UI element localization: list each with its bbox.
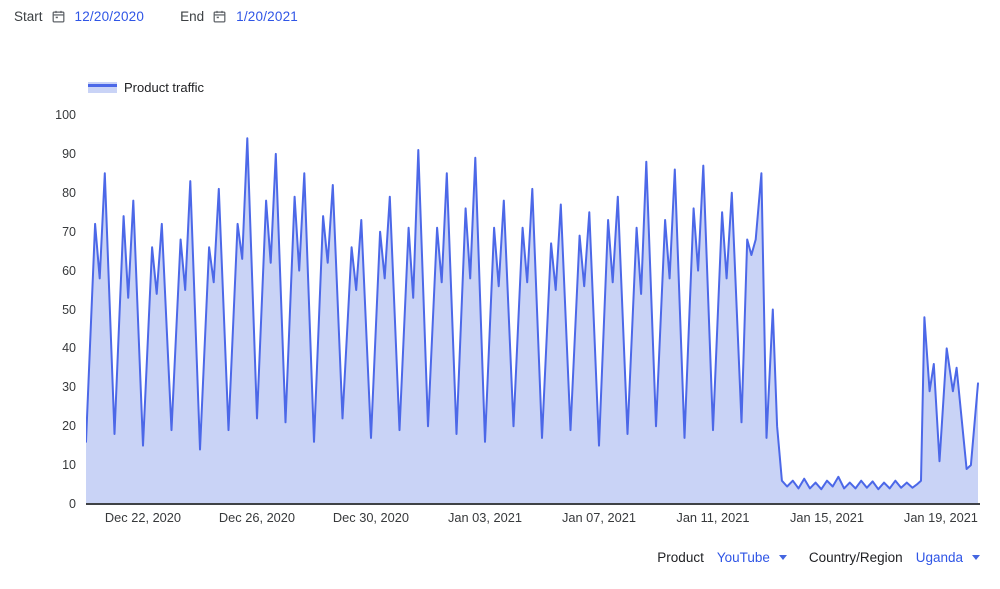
- x-tick-label: Jan 03, 2021: [447, 510, 522, 525]
- x-tick-label: Dec 30, 2020: [332, 510, 410, 525]
- x-tick-label: Jan 19, 2021: [903, 510, 978, 525]
- chevron-down-icon[interactable]: [778, 555, 787, 560]
- end-date-label: End: [180, 9, 205, 24]
- y-tick-label: 20: [62, 419, 76, 434]
- chart-filter-controls: Product YouTube Country/Region Uganda: [657, 550, 980, 565]
- calendar-icon[interactable]: [212, 9, 227, 24]
- y-tick-label: 80: [62, 185, 76, 200]
- y-tick-label: 90: [62, 146, 76, 161]
- chart-legend: Product traffic: [88, 80, 204, 95]
- legend-swatch-area: [88, 82, 117, 93]
- start-date-label: Start: [14, 9, 43, 24]
- chevron-down-icon[interactable]: [972, 555, 980, 560]
- y-tick-label: 50: [62, 302, 76, 317]
- y-tick-label: 30: [62, 380, 76, 395]
- y-tick-label: 40: [62, 341, 76, 356]
- legend-label: Product traffic: [124, 80, 204, 95]
- product-label: Product: [657, 550, 704, 565]
- y-tick-label: 60: [62, 263, 76, 278]
- x-tick-label: Dec 26, 2020: [218, 510, 296, 525]
- product-dropdown-value[interactable]: YouTube: [716, 550, 770, 565]
- end-date-button[interactable]: 1/20/2021: [236, 9, 298, 24]
- traffic-line: [86, 137, 979, 491]
- x-axis-line: [86, 503, 980, 505]
- country-region-label: Country/Region: [808, 550, 903, 565]
- y-tick-label: 10: [62, 458, 76, 473]
- y-tick-label: 0: [69, 497, 76, 511]
- traffic-area-fill: [86, 138, 978, 505]
- x-tick-label: Dec 22, 2020: [104, 510, 182, 525]
- date-range-controls: Start 12/20/2020 End 1/20/2021: [14, 9, 298, 24]
- start-date-button[interactable]: 12/20/2020: [74, 9, 145, 24]
- product-dropdown[interactable]: YouTube: [717, 550, 787, 565]
- country-region-dropdown-value[interactable]: Uganda: [915, 550, 963, 565]
- calendar-icon[interactable]: [51, 9, 66, 24]
- x-tick-label: Jan 11, 2021: [676, 510, 750, 525]
- x-tick-label: Jan 07, 2021: [561, 510, 636, 525]
- y-tick-label: 100: [55, 108, 76, 122]
- country-region-dropdown[interactable]: Uganda: [916, 550, 980, 565]
- traffic-area-chart: [86, 137, 979, 505]
- x-tick-label: Jan 15, 2021: [789, 510, 864, 525]
- y-tick-label: 70: [62, 224, 76, 239]
